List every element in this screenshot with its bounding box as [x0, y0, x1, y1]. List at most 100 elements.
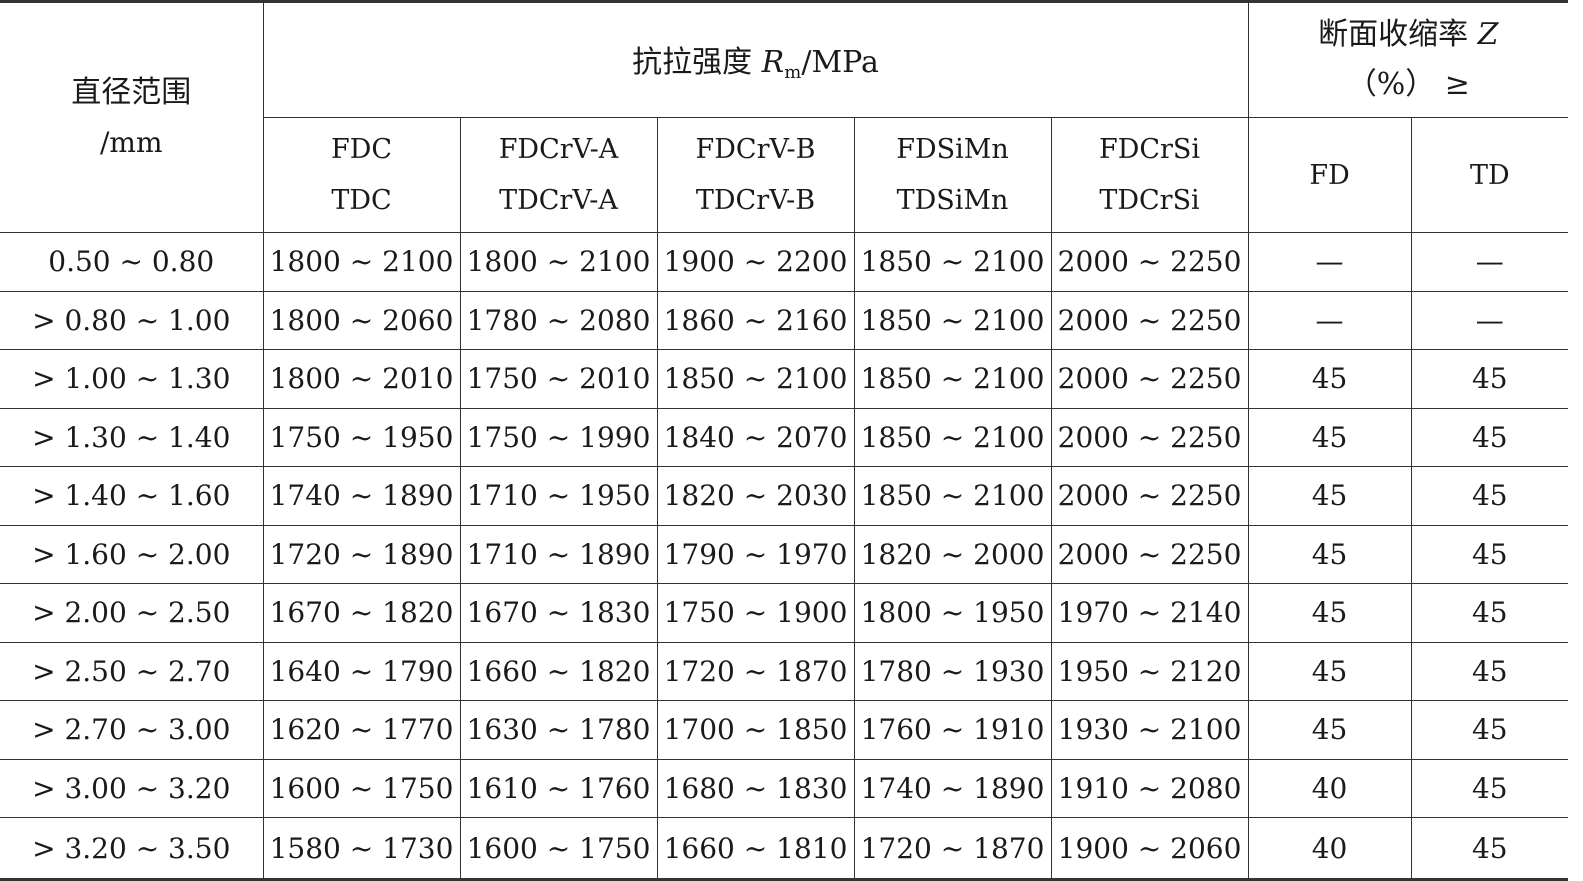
- diameter-cell: > 3.00 ~ 3.20: [0, 759, 263, 818]
- fd-cell: 45: [1247, 408, 1412, 467]
- strength-cell: 1970 ~ 2140: [1050, 583, 1249, 643]
- strength-cell: 1900 ~ 2200: [656, 232, 854, 292]
- fd-cell: 40: [1247, 817, 1412, 881]
- strength-label: 抗拉强度: [632, 45, 753, 80]
- table-row: > 1.00 ~ 1.30 1800 ~ 2010 1750 ~ 2010 1850 …: [0, 349, 1569, 409]
- strength-cell: 1630 ~ 1780: [459, 700, 657, 760]
- table-row: > 2.50 ~ 2.70 1640 ~ 1790 1660 ~ 1820 1720 …: [0, 642, 1569, 701]
- strength-cell: 1780 ~ 1930: [853, 642, 1051, 701]
- strength-symbol: R: [761, 45, 785, 80]
- strength-cell: 1720 ~ 1870: [853, 817, 1051, 881]
- strength-cell: 1900 ~ 2060: [1050, 817, 1249, 881]
- strength-cell: 1640 ~ 1790: [262, 642, 460, 701]
- strength-cell: 1850 ~ 2100: [853, 232, 1051, 292]
- strength-cell: 1790 ~ 1970: [656, 525, 854, 584]
- strength-cell: 2000 ~ 2250: [1050, 291, 1249, 350]
- strength-cell: 1720 ~ 1890: [262, 525, 460, 584]
- table-row: > 1.60 ~ 2.00 1720 ~ 1890 1710 ~ 1890 1790 …: [0, 525, 1569, 584]
- reduction-unit: （%） ≥: [1346, 67, 1470, 102]
- strength-cell: 2000 ~ 2250: [1050, 349, 1249, 409]
- strength-cell: 1600 ~ 1750: [459, 817, 657, 881]
- strength-cell: 1600 ~ 1750: [262, 759, 460, 818]
- table-row: > 3.00 ~ 3.20 1600 ~ 1750 1610 ~ 1760 1680 …: [0, 759, 1569, 818]
- reduction-label: 断面收缩率: [1318, 17, 1469, 52]
- diameter-cell: > 2.00 ~ 2.50: [0, 583, 263, 643]
- strength-cell: 1610 ~ 1760: [459, 759, 657, 818]
- diameter-cell: > 1.60 ~ 2.00: [0, 525, 263, 584]
- diameter-cell: > 0.80 ~ 1.00: [0, 291, 263, 350]
- fd-cell: 45: [1247, 466, 1412, 526]
- td-header: TD: [1410, 117, 1569, 233]
- strength-cell: 1800 ~ 2060: [262, 291, 460, 350]
- table-row: > 3.20 ~ 3.50 1580 ~ 1730 1600 ~ 1750 1660 …: [0, 817, 1569, 881]
- strength-cell: 1710 ~ 1950: [459, 466, 657, 526]
- fd-cell: 40: [1247, 759, 1412, 818]
- td-cell: 45: [1410, 525, 1569, 584]
- grade-line2: TDCrSi: [1099, 185, 1200, 216]
- fd-cell: 45: [1247, 700, 1412, 760]
- td-cell: —: [1410, 291, 1569, 350]
- grade-header-1: FDCrV-A TDCrV-A: [459, 117, 657, 233]
- strength-cell: 1760 ~ 1910: [853, 700, 1051, 760]
- td-cell: 45: [1410, 408, 1569, 467]
- strength-cell: 1750 ~ 1900: [656, 583, 854, 643]
- table-row: > 2.00 ~ 2.50 1670 ~ 1820 1670 ~ 1830 1750 …: [0, 583, 1569, 643]
- grade-line1: FDSiMn: [896, 134, 1009, 165]
- grade-line1: FDC: [330, 134, 393, 165]
- strength-cell: 1580 ~ 1730: [262, 817, 460, 881]
- strength-subscript: m: [784, 62, 802, 83]
- strength-cell: 2000 ~ 2250: [1050, 232, 1249, 292]
- diameter-cell: > 1.30 ~ 1.40: [0, 408, 263, 467]
- grade-line2: TDC: [331, 185, 392, 216]
- strength-cell: 1670 ~ 1820: [262, 583, 460, 643]
- table-row: > 2.70 ~ 3.00 1620 ~ 1770 1630 ~ 1780 1700 …: [0, 700, 1569, 760]
- strength-cell: 1820 ~ 2030: [656, 466, 854, 526]
- diameter-cell: > 2.70 ~ 3.00: [0, 700, 263, 760]
- strength-cell: 1680 ~ 1830: [656, 759, 854, 818]
- diameter-cell: > 3.20 ~ 3.50: [0, 817, 263, 881]
- strength-cell: 1740 ~ 1890: [853, 759, 1051, 818]
- reduction-symbol: Z: [1477, 17, 1499, 52]
- diameter-cell: > 2.50 ~ 2.70: [0, 642, 263, 701]
- diameter-unit: /mm: [99, 125, 163, 159]
- strength-cell: 1950 ~ 2120: [1050, 642, 1249, 701]
- strength-cell: 1850 ~ 2100: [656, 349, 854, 409]
- strength-cell: 2000 ~ 2250: [1050, 408, 1249, 467]
- grade-header-2: FDCrV-B TDCrV-B: [656, 117, 854, 233]
- reduction-area-header: 断面收缩率 Z （%） ≥: [1247, 0, 1569, 118]
- fd-cell: 45: [1247, 525, 1412, 584]
- strength-cell: 1850 ~ 2100: [853, 466, 1051, 526]
- grade-line2: TDCrV-A: [499, 185, 618, 216]
- fd-header: FD: [1247, 117, 1412, 233]
- strength-cell: 1740 ~ 1890: [262, 466, 460, 526]
- strength-cell: 1820 ~ 2000: [853, 525, 1051, 584]
- strength-cell: 1780 ~ 2080: [459, 291, 657, 350]
- td-cell: —: [1410, 232, 1569, 292]
- diameter-cell: 0.50 ~ 0.80: [0, 232, 263, 292]
- table-body: 0.50 ~ 0.80 1800 ~ 2100 1800 ~ 2100 1900 ~ …: [0, 232, 1569, 881]
- strength-cell: 1800 ~ 2100: [459, 232, 657, 292]
- td-cell: 45: [1410, 583, 1569, 643]
- grade-line2: TDSiMn: [896, 185, 1009, 216]
- td-cell: 45: [1410, 700, 1569, 760]
- fd-cell: 45: [1247, 583, 1412, 643]
- td-cell: 45: [1410, 349, 1569, 409]
- strength-cell: 1800 ~ 2100: [262, 232, 460, 292]
- grade-line1: FDCrV-A: [498, 134, 619, 165]
- strength-cell: 1750 ~ 1990: [459, 408, 657, 467]
- grade-line1: FDCrV-B: [695, 134, 816, 165]
- grade-line2: TDCrV-B: [695, 185, 816, 216]
- grade-line1: FDCrSi: [1098, 134, 1201, 165]
- diameter-cell: > 1.40 ~ 1.60: [0, 466, 263, 526]
- strength-cell: 1800 ~ 2010: [262, 349, 460, 409]
- table-row: > 1.30 ~ 1.40 1750 ~ 1950 1750 ~ 1990 1840 …: [0, 408, 1569, 467]
- table-row: > 1.40 ~ 1.60 1740 ~ 1890 1710 ~ 1950 1820 …: [0, 466, 1569, 526]
- grade-header-0: FDC TDC: [262, 117, 460, 233]
- tensile-strength-header: 抗拉强度 Rm/MPa: [262, 0, 1249, 118]
- strength-cell: 1850 ~ 2100: [853, 349, 1051, 409]
- table-row: > 0.80 ~ 1.00 1800 ~ 2060 1780 ~ 2080 1860 …: [0, 291, 1569, 350]
- strength-cell: 1930 ~ 2100: [1050, 700, 1249, 760]
- strength-cell: 2000 ~ 2250: [1050, 525, 1249, 584]
- strength-cell: 1720 ~ 1870: [656, 642, 854, 701]
